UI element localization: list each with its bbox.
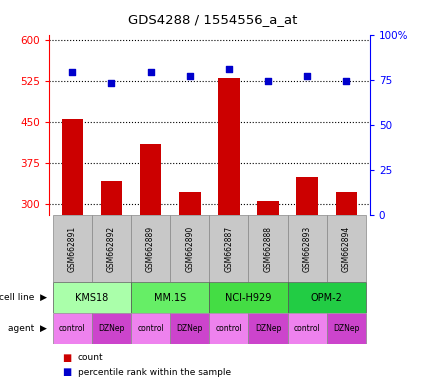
Point bbox=[343, 78, 350, 84]
Text: ■: ■ bbox=[62, 367, 71, 377]
Bar bbox=[288, 313, 327, 344]
Bar bbox=[53, 313, 92, 344]
Bar bbox=[140, 144, 162, 368]
Text: GSM662891: GSM662891 bbox=[68, 225, 77, 272]
Text: KMS18: KMS18 bbox=[75, 293, 108, 303]
Bar bbox=[296, 177, 318, 368]
Text: GDS4288 / 1554556_a_at: GDS4288 / 1554556_a_at bbox=[128, 13, 297, 26]
Bar bbox=[92, 313, 131, 344]
Bar bbox=[218, 78, 240, 368]
Point bbox=[186, 73, 193, 79]
Text: ■: ■ bbox=[62, 353, 71, 363]
Bar bbox=[131, 313, 170, 344]
Text: GSM662890: GSM662890 bbox=[185, 225, 194, 272]
Point bbox=[265, 78, 272, 84]
Bar bbox=[92, 215, 131, 282]
Bar bbox=[257, 201, 279, 368]
Text: control: control bbox=[294, 324, 320, 333]
Text: control: control bbox=[137, 324, 164, 333]
Bar bbox=[288, 282, 366, 313]
Text: DZNep: DZNep bbox=[98, 324, 125, 333]
Text: GSM662894: GSM662894 bbox=[342, 225, 351, 272]
Text: NCI-H929: NCI-H929 bbox=[225, 293, 272, 303]
Text: cell line  ▶: cell line ▶ bbox=[0, 293, 47, 302]
Bar bbox=[249, 313, 288, 344]
Text: control: control bbox=[59, 324, 86, 333]
Bar bbox=[62, 119, 83, 368]
Bar bbox=[209, 282, 288, 313]
Bar bbox=[53, 215, 92, 282]
Text: OPM-2: OPM-2 bbox=[311, 293, 343, 303]
Bar bbox=[101, 181, 122, 368]
Bar bbox=[170, 215, 209, 282]
Bar bbox=[179, 192, 201, 368]
Text: GSM662888: GSM662888 bbox=[264, 226, 272, 271]
Point bbox=[304, 73, 311, 79]
Bar bbox=[131, 215, 170, 282]
Bar bbox=[209, 313, 249, 344]
Bar bbox=[249, 215, 288, 282]
Point bbox=[69, 70, 76, 76]
Text: DZNep: DZNep bbox=[255, 324, 281, 333]
Text: DZNep: DZNep bbox=[333, 324, 360, 333]
Bar bbox=[335, 192, 357, 368]
Text: MM.1S: MM.1S bbox=[154, 293, 186, 303]
Text: count: count bbox=[78, 353, 103, 362]
Bar bbox=[170, 313, 209, 344]
Bar bbox=[288, 215, 327, 282]
Bar bbox=[327, 215, 366, 282]
Text: GSM662892: GSM662892 bbox=[107, 225, 116, 272]
Bar bbox=[327, 313, 366, 344]
Text: agent  ▶: agent ▶ bbox=[8, 324, 47, 333]
Point bbox=[147, 70, 154, 76]
Text: control: control bbox=[215, 324, 242, 333]
Point bbox=[226, 66, 232, 72]
Bar bbox=[53, 282, 131, 313]
Bar bbox=[131, 282, 209, 313]
Text: DZNep: DZNep bbox=[176, 324, 203, 333]
Text: percentile rank within the sample: percentile rank within the sample bbox=[78, 368, 231, 377]
Point bbox=[108, 80, 115, 86]
Text: GSM662893: GSM662893 bbox=[303, 225, 312, 272]
Text: GSM662889: GSM662889 bbox=[146, 225, 155, 272]
Bar bbox=[209, 215, 249, 282]
Text: GSM662887: GSM662887 bbox=[224, 225, 233, 272]
